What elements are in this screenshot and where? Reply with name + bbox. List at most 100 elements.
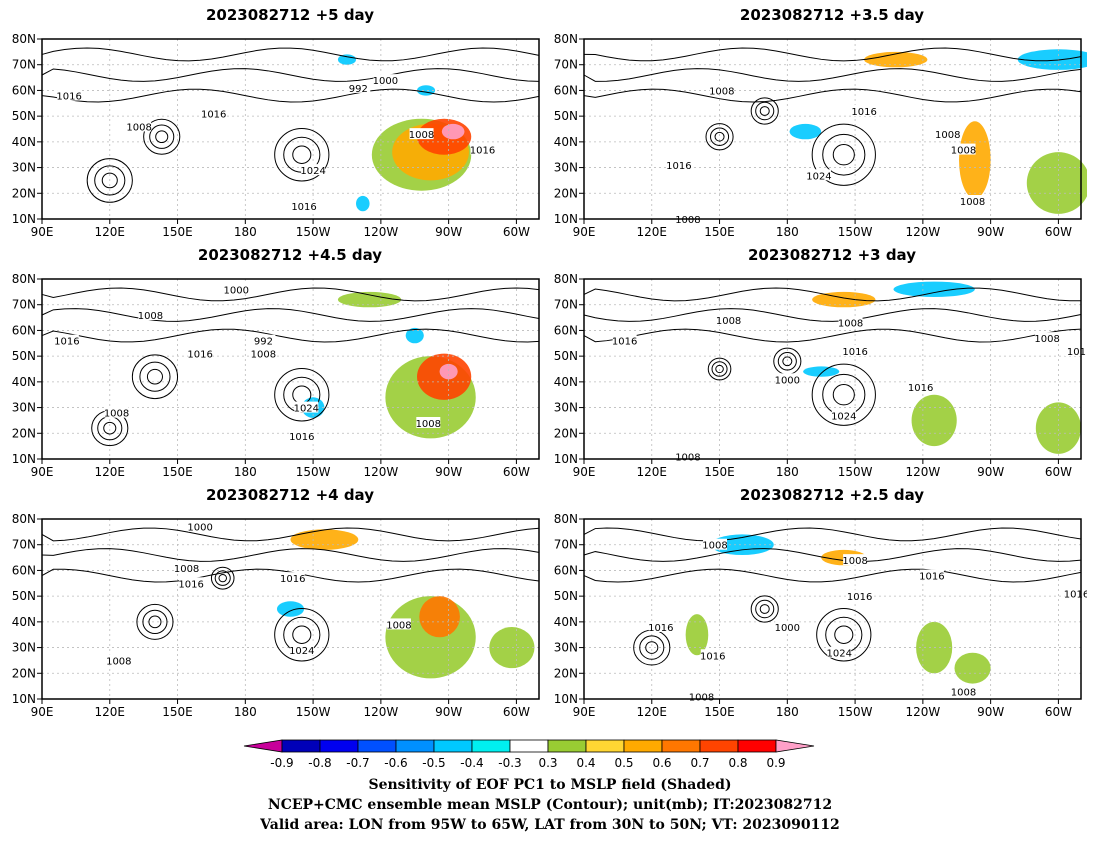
colorbar: -0.9 -0.8 -0.7 -0.6 -0.5 -0.4 -0.3 0.3 0.4 0.5 0.6… (243, 739, 815, 770)
contour-label-bg (951, 143, 976, 155)
colorbar-tick-label: 0.8 (728, 756, 747, 770)
contour-label-bg (54, 334, 79, 346)
contour-label-bg (935, 128, 960, 140)
contour-label-bg (843, 554, 868, 566)
contour-label-bg (806, 169, 831, 181)
map-panel-3: 1000 1008 992 1008 1016 1016 1024 1016 1008 1008 9… (12, 272, 540, 479)
lat-tick-label: 30N (12, 161, 36, 175)
contour-label: 1016 (919, 572, 944, 583)
lon-tick-label: 120E (95, 225, 126, 239)
lat-tick-label: 30N (12, 401, 36, 415)
mslp-contour-ring (834, 625, 854, 644)
map-background (584, 519, 1081, 699)
lon-tick-label: 90W (435, 465, 462, 479)
contour-label-bg (301, 164, 326, 176)
contour-label: 1000 (775, 623, 800, 634)
lon-tick-label: 90W (977, 705, 1004, 719)
contour-label: 992 (349, 84, 368, 95)
lat-tick-label: 80N (554, 32, 578, 46)
lon-tick-label: 150E (704, 465, 735, 479)
mslp-contour-ring (155, 130, 169, 144)
contour-label-bg (373, 74, 398, 86)
mslp-contour-ring (292, 625, 312, 644)
lat-tick-label: 40N (554, 135, 578, 149)
colorbar-tick-label: 0.6 (652, 756, 671, 770)
footer-title: Sensitivity of EOF PC1 to MSLP field (Sh… (368, 777, 732, 793)
colorbar-box (509, 739, 549, 753)
contour-label-bg (960, 195, 985, 206)
contour-label: 1024 (831, 411, 856, 422)
sensitivity-shading (337, 54, 357, 65)
mslp-contour-ring (292, 145, 312, 164)
lon-tick-label: 150E (704, 225, 735, 239)
mslp-contour-ring (142, 609, 168, 635)
map-panel-1: 992 1000 1016 1008 1016 1024 1016 1008 1016 90E 12… (12, 32, 540, 239)
lon-tick-label: 150W (296, 225, 331, 239)
contour-label: 1016 (648, 623, 673, 634)
mslp-contour-ring (94, 165, 126, 196)
contour-label: 1024 (289, 646, 314, 657)
contour-label-bg (919, 569, 944, 581)
mslp-contour-ring (645, 641, 659, 654)
map-panel-2: 1008 1016 1024 1016 1008 1008 1008 1008 90E 120E 1… (554, 32, 1087, 239)
lon-tick-label: 90E (573, 465, 596, 479)
footer-subtitle: NCEP+CMC ensemble mean MSLP (Contour); u… (267, 797, 833, 813)
lon-tick-label: 150W (838, 225, 873, 239)
lat-tick-label: 50N (554, 349, 578, 363)
mslp-contour-ring (711, 361, 728, 377)
lon-tick-label: 180 (234, 465, 257, 479)
mslp-contour-line (41, 47, 540, 62)
colorbar-tick-label: 0.5 (614, 756, 633, 770)
colorbar-tick-label: -0.5 (422, 756, 445, 770)
colorbar-tick-label: 0.9 (766, 756, 785, 770)
contour-label-bg (179, 577, 204, 589)
lat-tick-label: 50N (12, 349, 36, 363)
contour-label-bg (703, 538, 728, 550)
colorbar-box (281, 739, 321, 753)
contour-label-bg (188, 347, 213, 359)
map-frame (41, 518, 540, 700)
contour-label: 1008 (104, 409, 129, 420)
lon-tick-label: 120W (363, 465, 398, 479)
contour-label: 1008 (106, 656, 131, 667)
contour-label-bg (127, 120, 152, 132)
sensitivity-shading (803, 366, 840, 377)
lon-tick-label: 150E (162, 705, 193, 719)
contour-label-bg (666, 159, 691, 170)
contour-label-bg (416, 417, 441, 428)
mslp-contour-ring (149, 124, 175, 149)
lat-tick-label: 40N (12, 615, 36, 629)
map-frame (41, 278, 540, 460)
contour-label: 1016 (54, 337, 79, 348)
lon-tick-label: 120W (905, 705, 940, 719)
lon-tick-label: 90E (31, 465, 54, 479)
sensitivity-shading (685, 614, 709, 656)
lon-tick-label: 60W (1045, 705, 1072, 719)
lon-tick-label: 90E (31, 705, 54, 719)
contour-label: 1016 (908, 383, 933, 394)
lon-tick-label: 90W (435, 225, 462, 239)
mslp-contour-ring (101, 172, 118, 189)
contour-label-bg (57, 89, 82, 101)
lon-tick-label: 60W (503, 705, 530, 719)
lat-tick-label: 60N (554, 563, 578, 577)
contour-label: 1016 (56, 92, 81, 103)
lat-tick-label: 30N (554, 641, 578, 655)
mslp-contour-line (583, 328, 1082, 343)
contour-label: 1016 (280, 574, 305, 585)
map-frame (583, 38, 1082, 220)
mslp-contour-line (41, 328, 540, 343)
contour-label: 1016 (178, 579, 203, 590)
lat-tick-label: 40N (12, 135, 36, 149)
contour-label-bg (188, 520, 213, 532)
contour-label: 1016 (470, 146, 495, 157)
mslp-contour-ring (811, 123, 876, 186)
lat-tick-label: 40N (554, 615, 578, 629)
lon-tick-label: 90W (977, 225, 1004, 239)
mslp-contour-ring (146, 368, 163, 385)
mslp-contour-ring (274, 607, 330, 662)
contour-label-bg (775, 621, 800, 632)
contour-label: 1016 (851, 107, 876, 118)
mslp-contour-ring (274, 127, 330, 182)
contour-label-bg (716, 314, 741, 326)
